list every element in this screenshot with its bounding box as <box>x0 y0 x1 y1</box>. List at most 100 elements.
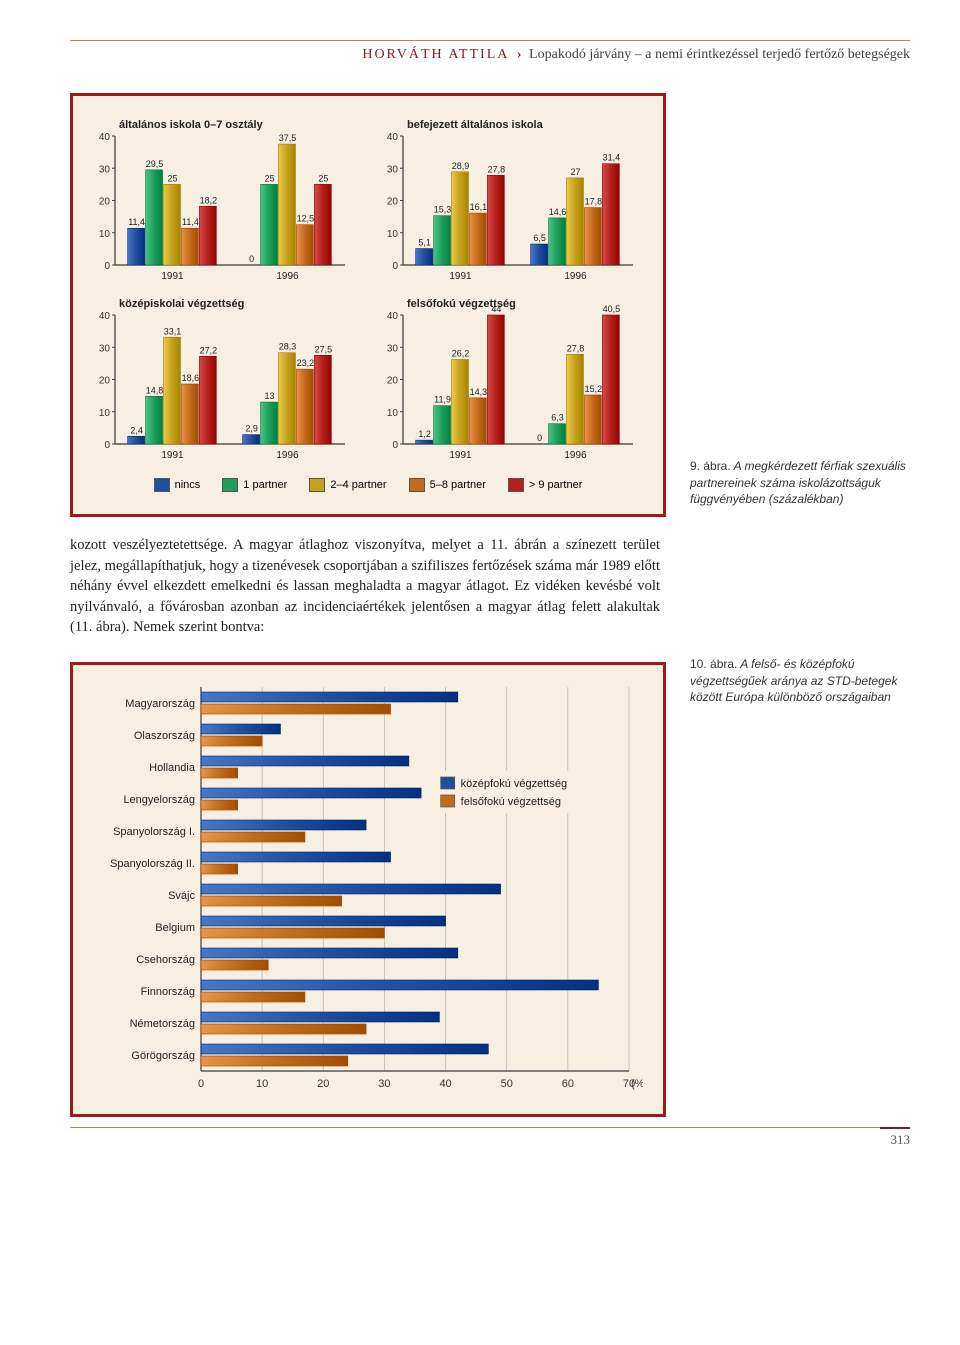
svg-text:27,8: 27,8 <box>488 164 506 174</box>
bar-panels-grid: 0 10 20 30 40 általános iskola 0–7 osztály 11,… <box>85 114 651 468</box>
svg-text:10: 10 <box>99 408 111 419</box>
svg-text:Lengyelország: Lengyelország <box>123 794 195 806</box>
figure-9-legend: nincs 1 partner 2–4 partner 5–8 partner > 9 … <box>85 478 651 492</box>
svg-text:27,2: 27,2 <box>200 345 218 355</box>
svg-text:28,3: 28,3 <box>279 342 297 352</box>
svg-text:1991: 1991 <box>161 450 184 461</box>
svg-text:14,3: 14,3 <box>470 387 488 397</box>
svg-text:25: 25 <box>318 173 328 183</box>
svg-text:40: 40 <box>387 311 399 322</box>
svg-text:5,1: 5,1 <box>418 238 431 248</box>
legend-item: 5–8 partner <box>409 478 486 492</box>
svg-text:15,3: 15,3 <box>434 205 452 215</box>
svg-text:27,8: 27,8 <box>567 343 585 353</box>
svg-text:Csehország: Csehország <box>136 954 195 966</box>
svg-text:Belgium: Belgium <box>155 922 195 934</box>
svg-text:10: 10 <box>99 229 111 240</box>
legend-item: > 9 partner <box>508 478 583 492</box>
legend-swatch <box>309 478 325 492</box>
svg-text:20: 20 <box>387 197 399 208</box>
author-name: HORVÁTH ATTILA <box>362 47 509 62</box>
svg-text:18,6: 18,6 <box>182 373 200 383</box>
svg-text:0: 0 <box>198 1078 204 1090</box>
svg-text:27: 27 <box>570 167 580 177</box>
svg-text:11,4: 11,4 <box>128 217 145 227</box>
svg-text:középiskolai végzettség: középiskolai végzettség <box>119 298 244 310</box>
svg-text:30: 30 <box>378 1078 390 1090</box>
svg-text:27,5: 27,5 <box>315 344 333 354</box>
svg-text:30: 30 <box>99 343 111 354</box>
svg-text:11,9: 11,9 <box>434 395 451 405</box>
header-separator: › <box>517 47 522 62</box>
legend-item: 1 partner <box>222 478 287 492</box>
svg-text:Görögország: Görögország <box>131 1050 195 1062</box>
page-header: HORVÁTH ATTILA › Lopakodó járvány – a ne… <box>70 40 910 63</box>
svg-text:37,5: 37,5 <box>279 133 297 143</box>
svg-text:31,4: 31,4 <box>603 153 621 163</box>
svg-text:20: 20 <box>99 376 111 387</box>
svg-text:12,5: 12,5 <box>297 214 315 224</box>
svg-text:50: 50 <box>501 1078 513 1090</box>
legend-label: nincs <box>175 479 201 491</box>
svg-text:6,3: 6,3 <box>551 413 564 423</box>
svg-text:0: 0 <box>537 433 542 443</box>
legend-swatch <box>409 478 425 492</box>
hbar-chart: 010203040506070(%)MagyarországOlaszorszá… <box>83 679 643 1099</box>
svg-text:30: 30 <box>387 343 399 354</box>
svg-text:1,2: 1,2 <box>418 429 431 439</box>
svg-text:Spanyolország I.: Spanyolország I. <box>113 826 195 838</box>
svg-text:1991: 1991 <box>449 450 472 461</box>
svg-text:33,1: 33,1 <box>164 326 182 336</box>
legend-swatch <box>154 478 170 492</box>
svg-text:10: 10 <box>387 408 399 419</box>
svg-text:0: 0 <box>104 440 110 451</box>
legend-swatch <box>508 478 524 492</box>
figure-10-box: 010203040506070(%)MagyarországOlaszorszá… <box>70 662 666 1117</box>
svg-text:0: 0 <box>249 254 254 264</box>
article-title: Lopakodó járvány – a nemi érintkezéssel … <box>529 47 910 62</box>
svg-text:1996: 1996 <box>564 271 587 282</box>
svg-text:1996: 1996 <box>564 450 587 461</box>
svg-text:10: 10 <box>256 1078 268 1090</box>
svg-text:Finnország: Finnország <box>141 986 195 998</box>
svg-text:6,5: 6,5 <box>533 233 546 243</box>
svg-text:Németország: Németország <box>130 1018 195 1030</box>
svg-text:20: 20 <box>387 376 399 387</box>
svg-text:29,5: 29,5 <box>146 159 164 169</box>
bar-panel: 010203040középiskolai végzettség2,414,83… <box>85 293 363 468</box>
bar-panel: 010203040általános iskola 0–7 osztály11,… <box>85 114 363 289</box>
legend-label: > 9 partner <box>529 479 583 491</box>
svg-text:0: 0 <box>392 261 398 272</box>
body-paragraph: kozott veszélyeztetettsége. A magyar átl… <box>70 535 660 638</box>
svg-text:Hollandia: Hollandia <box>149 762 196 774</box>
legend-swatch <box>222 478 238 492</box>
bar-panel: 010203040befejezett általános iskola5,11… <box>373 114 651 289</box>
svg-text:40,5: 40,5 <box>603 304 621 314</box>
legend-label: 1 partner <box>243 479 287 491</box>
svg-text:20: 20 <box>317 1078 329 1090</box>
svg-text:középfokú végzettség: középfokú végzettség <box>461 778 567 790</box>
svg-text:30: 30 <box>387 164 399 175</box>
svg-text:0: 0 <box>104 261 110 272</box>
svg-text:Svájc: Svájc <box>168 890 195 902</box>
svg-text:Olaszország: Olaszország <box>134 730 195 742</box>
svg-text:40: 40 <box>439 1078 451 1090</box>
svg-text:2,9: 2,9 <box>245 424 258 434</box>
svg-text:0: 0 <box>392 440 398 451</box>
svg-text:2,4: 2,4 <box>130 425 143 435</box>
svg-text:28,9: 28,9 <box>452 161 470 171</box>
svg-text:40: 40 <box>387 132 399 143</box>
svg-text:11,4: 11,4 <box>182 217 199 227</box>
svg-text:10: 10 <box>387 229 399 240</box>
svg-text:általános iskola 0–7 osztály: általános iskola 0–7 osztály <box>119 119 264 131</box>
bar-panel: 010203040felsőfokú végzettség1,211,926,2… <box>373 293 651 468</box>
svg-text:44: 44 <box>491 304 501 314</box>
caption-9-lead: 9. ábra. <box>690 459 731 473</box>
svg-text:60: 60 <box>562 1078 574 1090</box>
svg-text:(%): (%) <box>631 1078 643 1090</box>
svg-text:14,6: 14,6 <box>549 207 567 217</box>
legend-item: 2–4 partner <box>309 478 386 492</box>
svg-text:40: 40 <box>99 132 111 143</box>
svg-text:15,2: 15,2 <box>585 384 603 394</box>
svg-text:1991: 1991 <box>449 271 472 282</box>
